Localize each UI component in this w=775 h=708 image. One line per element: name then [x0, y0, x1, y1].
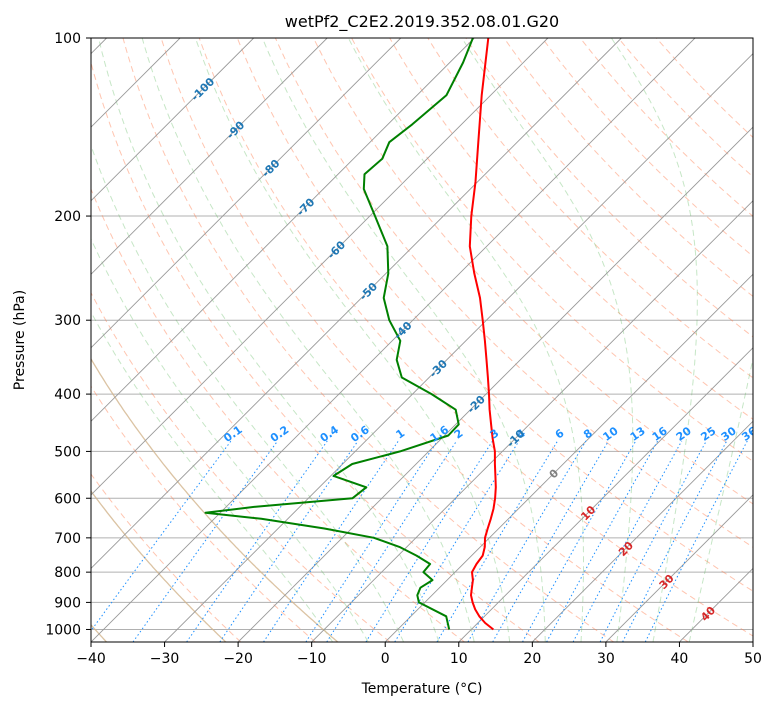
- dry-adiabat: [465, 38, 753, 338]
- mixing-ratio-line: [436, 440, 559, 642]
- isotherm: [311, 200, 753, 642]
- y-tick-label: 200: [54, 209, 81, 225]
- mixing-ratio-line: [326, 440, 458, 642]
- moist-adiabat: [195, 38, 511, 642]
- dry-adiabat: [427, 38, 753, 379]
- mixing-ratio-line: [186, 440, 328, 642]
- isotherm: [458, 347, 753, 642]
- lcl-arc: [91, 490, 227, 642]
- y-axis-label: Pressure (hPa): [12, 290, 28, 390]
- x-tick-label: −20: [223, 651, 253, 667]
- x-tick-label: −40: [76, 651, 106, 667]
- pressure-gridlines: [91, 38, 753, 630]
- dry-adiabat: [91, 473, 242, 642]
- moist-adiabat: [261, 38, 546, 642]
- y-tick-label: 400: [54, 387, 81, 403]
- isotherm: [91, 38, 328, 275]
- moist-adiabat: [610, 38, 698, 642]
- isotherm: [531, 420, 753, 642]
- y-tick-label: 100: [54, 31, 81, 47]
- x-tick-label: 10: [450, 651, 468, 667]
- mixing-ratio-line: [546, 440, 659, 642]
- moist-adiabats: [91, 38, 753, 642]
- x-axis-label: Temperature (°C): [361, 681, 483, 697]
- isotherm: [91, 38, 255, 202]
- y-axis-ticks: 100 200 300 400 500 600 700 800 900 1000: [45, 31, 91, 638]
- isotherm: [91, 38, 549, 496]
- mixing-ratio-line: [644, 440, 748, 642]
- mixing-ratio-line: [263, 440, 399, 642]
- dry-adiabat: [91, 60, 540, 642]
- x-axis-ticks: −40 −30 −20 −10 0 10 20 30 40 50: [76, 642, 762, 667]
- skewed-isotherms: [91, 38, 753, 642]
- plot-frame: [90, 37, 754, 643]
- isotherm: [91, 38, 475, 422]
- moist-adiabat: [91, 237, 369, 642]
- x-tick-label: 50: [744, 651, 762, 667]
- isotherm: [605, 494, 753, 642]
- lcl-arc: [91, 357, 339, 642]
- isotherm: [91, 38, 402, 349]
- mixing-ratio-line: [91, 440, 232, 632]
- lcl-arcs: [91, 357, 339, 642]
- y-tick-label: 800: [54, 565, 81, 581]
- chart-title: wetPf2_C2E2.2019.352.08.01.G20: [285, 12, 559, 32]
- dry-adiabat: [503, 38, 753, 298]
- dry-adiabat: [274, 38, 753, 548]
- dry-adiabat: [313, 38, 753, 505]
- x-tick-label: 40: [671, 651, 689, 667]
- isotherm: [237, 126, 753, 642]
- y-tick-label: 600: [54, 491, 81, 507]
- x-tick-label: −30: [150, 651, 180, 667]
- mixing-ratio-lines: [91, 440, 748, 642]
- dry-adiabat: [389, 38, 753, 420]
- mixing-ratio-line: [305, 440, 438, 642]
- isotherm: [91, 38, 696, 642]
- moist-adiabat: [347, 38, 584, 642]
- x-tick-label: 30: [597, 651, 615, 667]
- dry-adiabat: [91, 187, 465, 642]
- y-tick-label: 900: [54, 595, 81, 611]
- mixing-ratio-line: [394, 440, 520, 642]
- dry-adiabat: [351, 38, 753, 462]
- dewpoint-profile: [204, 38, 474, 630]
- mixing-ratio-line: [522, 440, 637, 642]
- moist-adiabat: [91, 144, 405, 642]
- moist-adiabat: [91, 311, 334, 642]
- isotherm: [164, 52, 753, 642]
- x-tick-label: −10: [297, 651, 327, 667]
- dry-adiabat: [91, 385, 316, 642]
- dry-adiabat: [236, 38, 753, 592]
- moist-adiabat: [141, 38, 475, 642]
- dry-adiabat: [91, 291, 391, 642]
- sounding-profiles: [204, 38, 497, 631]
- mixing-ratio-line: [219, 440, 359, 642]
- isotherm: [91, 38, 622, 570]
- x-tick-label: 20: [523, 651, 541, 667]
- moist-adiabat: [98, 38, 440, 642]
- y-tick-label: 500: [54, 444, 81, 460]
- mixing-ratio-line: [467, 440, 587, 642]
- mixing-ratio-line: [365, 440, 494, 642]
- temperature-profile: [468, 38, 497, 631]
- mixing-ratio-line: [492, 440, 610, 642]
- moist-adiabat: [688, 355, 753, 642]
- x-tick-label: 0: [381, 651, 390, 667]
- dry-adiabat: [122, 38, 614, 642]
- dry-adiabat: [160, 38, 689, 642]
- y-tick-label: 1000: [45, 622, 81, 638]
- y-tick-label: 300: [54, 313, 81, 329]
- y-tick-label: 700: [54, 531, 81, 547]
